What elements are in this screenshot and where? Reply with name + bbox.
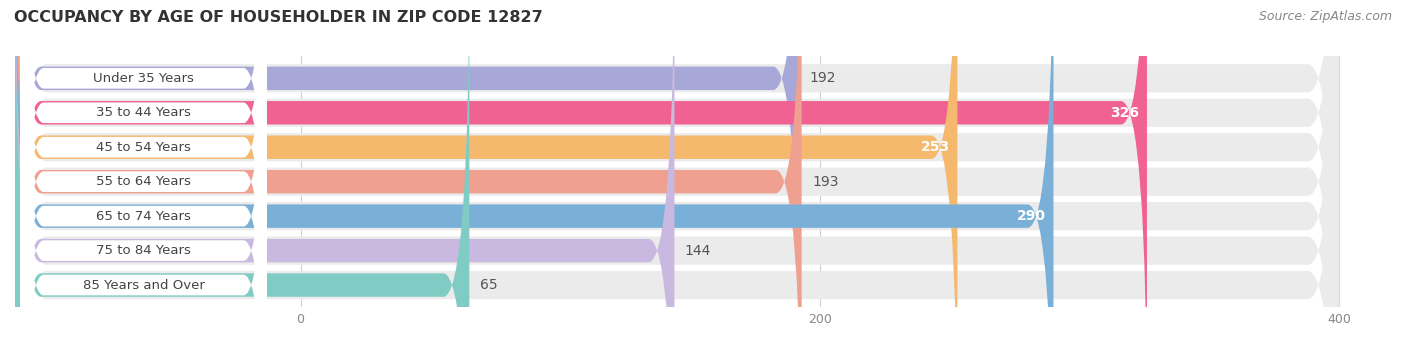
- Text: 35 to 44 Years: 35 to 44 Years: [96, 106, 191, 119]
- Text: Under 35 Years: Under 35 Years: [93, 72, 194, 85]
- Text: 192: 192: [810, 71, 837, 85]
- FancyBboxPatch shape: [15, 0, 1339, 341]
- Text: 75 to 84 Years: 75 to 84 Years: [96, 244, 191, 257]
- FancyBboxPatch shape: [20, 0, 267, 341]
- FancyBboxPatch shape: [20, 0, 267, 341]
- FancyBboxPatch shape: [20, 0, 267, 341]
- FancyBboxPatch shape: [15, 0, 1339, 341]
- Text: 193: 193: [813, 175, 838, 189]
- Text: 65 to 74 Years: 65 to 74 Years: [96, 210, 191, 223]
- FancyBboxPatch shape: [15, 0, 1339, 341]
- FancyBboxPatch shape: [15, 0, 1147, 341]
- FancyBboxPatch shape: [15, 0, 799, 341]
- Text: OCCUPANCY BY AGE OF HOUSEHOLDER IN ZIP CODE 12827: OCCUPANCY BY AGE OF HOUSEHOLDER IN ZIP C…: [14, 10, 543, 25]
- Text: 65: 65: [479, 278, 498, 292]
- FancyBboxPatch shape: [20, 0, 267, 341]
- Text: 55 to 64 Years: 55 to 64 Years: [96, 175, 191, 188]
- Text: 144: 144: [685, 243, 711, 257]
- Text: Source: ZipAtlas.com: Source: ZipAtlas.com: [1258, 10, 1392, 23]
- FancyBboxPatch shape: [20, 0, 267, 341]
- FancyBboxPatch shape: [15, 0, 957, 341]
- Text: 45 to 54 Years: 45 to 54 Years: [96, 141, 191, 154]
- Text: 290: 290: [1017, 209, 1046, 223]
- FancyBboxPatch shape: [15, 0, 1339, 341]
- Text: 253: 253: [921, 140, 949, 154]
- FancyBboxPatch shape: [15, 0, 1339, 341]
- FancyBboxPatch shape: [15, 0, 801, 341]
- FancyBboxPatch shape: [15, 0, 1339, 341]
- FancyBboxPatch shape: [15, 0, 470, 341]
- Text: 326: 326: [1111, 106, 1139, 120]
- FancyBboxPatch shape: [15, 0, 675, 341]
- FancyBboxPatch shape: [15, 0, 1339, 341]
- FancyBboxPatch shape: [20, 0, 267, 341]
- FancyBboxPatch shape: [15, 0, 1053, 341]
- FancyBboxPatch shape: [20, 0, 267, 341]
- Text: 85 Years and Over: 85 Years and Over: [83, 279, 204, 292]
